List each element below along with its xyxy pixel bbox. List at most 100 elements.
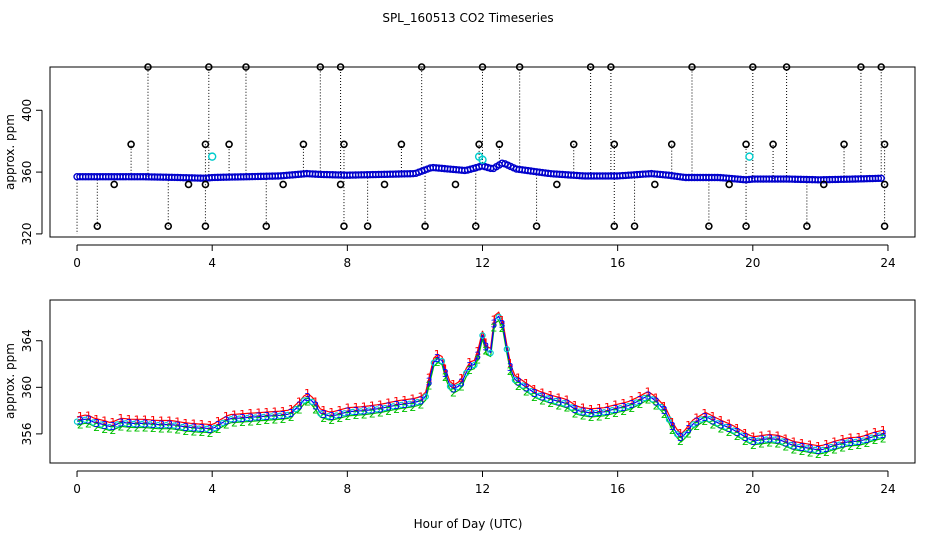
series-marker-2: 2	[336, 412, 343, 425]
series-marker-1: 1	[312, 396, 319, 409]
series-marker-1: 1	[207, 419, 214, 432]
bottom-x-tick-label: 8	[344, 482, 352, 496]
bottom-cyan-point	[414, 398, 421, 406]
series-marker-1: 1	[620, 397, 627, 410]
bottom-cyan-point	[463, 369, 470, 377]
series-marker-1: 1	[758, 430, 765, 443]
bottom-cyan-point	[860, 437, 867, 444]
bottom-cyan-point	[300, 397, 308, 404]
bottom-cyan-point	[284, 411, 292, 419]
series-marker-3: 3	[377, 402, 384, 415]
series-marker-3: 3	[823, 442, 830, 455]
series-marker-3: 3	[223, 414, 230, 427]
series-marker-2: 2	[409, 401, 416, 414]
series-marker-1: 1	[377, 398, 384, 411]
series-marker-3: 3	[288, 407, 295, 420]
bottom-cyan-point	[730, 427, 738, 434]
series-marker-3: 3	[653, 396, 660, 409]
series-marker-2: 2	[93, 421, 100, 434]
bottom-cyan-point	[130, 420, 137, 428]
bottom-cyan-point	[836, 441, 843, 448]
series-marker-2: 2	[109, 424, 116, 437]
series-marker-1: 1	[701, 407, 708, 420]
series-marker-1: 1	[182, 417, 189, 430]
series-marker-1: 1	[458, 372, 465, 385]
series-marker-1: 1	[628, 394, 635, 407]
bottom-cyan-point	[227, 415, 235, 423]
top-cyan-point	[478, 155, 487, 164]
series-marker-1: 1	[645, 385, 652, 398]
bottom-cyan-point	[219, 419, 227, 427]
series-marker-1: 1	[636, 390, 643, 403]
series-marker-1: 1	[507, 357, 514, 370]
bottom-cyan-point	[552, 397, 559, 405]
bottom-cyan-point	[568, 404, 575, 411]
series-marker-1: 1	[742, 427, 749, 440]
top-outlier-low	[610, 222, 619, 230]
top-outlier-mid	[569, 140, 578, 149]
top-x-tick-label: 4	[208, 256, 216, 270]
top-outlier-mid	[475, 140, 483, 149]
series-marker-2: 2	[734, 430, 741, 443]
series-marker-3: 3	[166, 419, 173, 432]
series-marker-1: 1	[288, 403, 295, 416]
series-marker-1: 1	[466, 356, 473, 369]
series-marker-1: 1	[750, 431, 757, 444]
series-marker-3: 3	[150, 418, 157, 431]
bottom-cyan-point	[325, 413, 332, 420]
top-outlier-low	[532, 222, 541, 230]
bottom-cyan-point	[349, 408, 356, 416]
series-marker-3: 3	[596, 406, 603, 419]
series-marker-3: 3	[77, 414, 84, 427]
bottom-cyan-point	[787, 441, 794, 449]
series-marker-1: 1	[174, 416, 181, 429]
series-marker-1: 1	[280, 405, 287, 418]
bottom-cyan-point	[487, 349, 494, 357]
bottom-cyan-point	[690, 421, 697, 428]
series-marker-2: 2	[393, 403, 400, 416]
series-marker-3: 3	[199, 422, 206, 435]
series-marker-3: 3	[134, 417, 141, 430]
series-marker-1: 1	[369, 399, 376, 412]
series-marker-3: 3	[580, 406, 587, 419]
series-marker-1: 1	[158, 415, 165, 428]
bottom-cyan-point	[811, 446, 819, 454]
series-marker-2: 2	[353, 409, 360, 422]
series-marker-2: 2	[77, 418, 84, 431]
series-marker-2: 2	[880, 432, 887, 445]
series-marker-3: 3	[490, 318, 497, 331]
top-y-tick-label: 360	[20, 161, 34, 184]
series-marker-2: 2	[774, 438, 781, 451]
bottom-cyan-point	[357, 408, 365, 415]
series-marker-3: 3	[766, 433, 773, 446]
series-marker-3: 3	[847, 436, 854, 449]
bottom-cyan-point	[73, 418, 81, 425]
bottom-cyan-point	[698, 416, 705, 423]
series-marker-1: 1	[726, 418, 733, 431]
top-point	[874, 174, 883, 183]
series-marker-1: 1	[418, 390, 425, 403]
series-marker-1: 1	[555, 391, 562, 404]
series-marker-2: 2	[377, 406, 384, 419]
series-marker-3: 3	[669, 420, 676, 433]
bottom-cyan-point	[746, 436, 754, 444]
bottom-cyan-point	[819, 446, 827, 454]
series-marker-2: 2	[458, 380, 465, 393]
series-marker-2: 2	[580, 410, 587, 423]
series-marker-3: 3	[239, 412, 246, 425]
series-marker-1: 1	[328, 406, 335, 419]
top-outlier-low	[421, 222, 429, 230]
bottom-cyan-point	[633, 399, 640, 406]
bottom-cyan-point	[600, 409, 608, 416]
series-marker-3: 3	[426, 376, 433, 389]
bottom-cyan-point	[617, 405, 624, 412]
series-marker-1: 1	[255, 407, 262, 420]
bottom-cyan-point	[714, 420, 721, 427]
top-dip-point	[380, 180, 389, 189]
series-marker-2: 2	[750, 439, 757, 452]
top-dip-point	[819, 180, 828, 189]
bottom-x-tick-label: 24	[880, 482, 895, 496]
series-marker-1: 1	[215, 415, 222, 428]
series-marker-3: 3	[709, 414, 716, 427]
series-marker-2: 2	[117, 420, 124, 433]
